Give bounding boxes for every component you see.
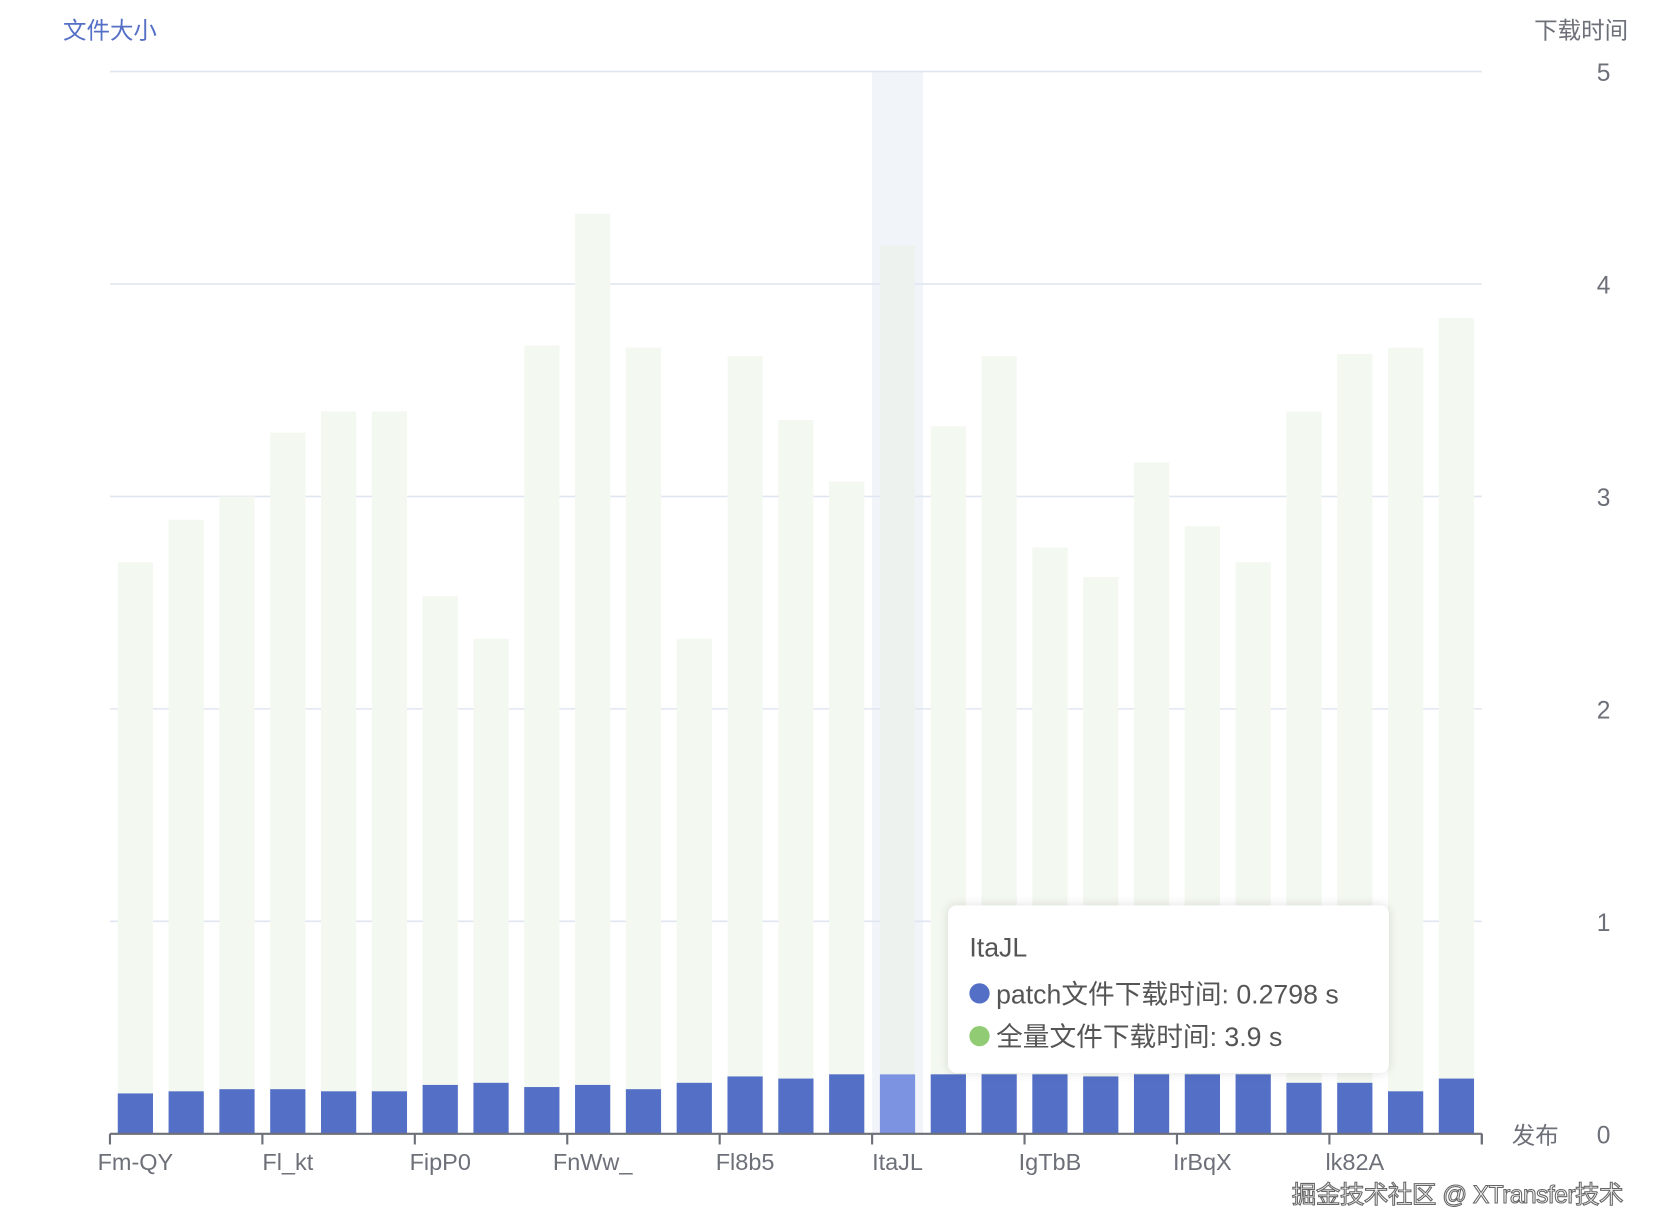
bar-full-download (1387, 347, 1424, 1092)
y-tick-label: 5 (1597, 60, 1611, 87)
bar-patch-download (727, 1076, 763, 1134)
bar-full-download (168, 519, 204, 1092)
x-tick-label: FipP0 (410, 1149, 471, 1175)
bar-patch-download (1337, 1082, 1373, 1134)
bar-patch-download (320, 1091, 357, 1134)
x-tick-label: Fm-QY (98, 1149, 174, 1175)
x-tick-label: Fl_kt (262, 1149, 313, 1175)
tooltip-row-patch: patch文件下载时间: 0.2798 s (969, 974, 1339, 1012)
x-tick-label: IgTbB (1019, 1149, 1082, 1175)
bar-patch-download (1387, 1091, 1424, 1134)
bar-patch-download (981, 1074, 1017, 1134)
bar-patch-download (778, 1078, 814, 1134)
bar-patch-download (473, 1082, 509, 1134)
bar-patch-download (676, 1082, 712, 1134)
y-right-axis-name: 下载时间 (1534, 17, 1628, 43)
bar-full-download (219, 496, 255, 1090)
bar-patch-download (1286, 1082, 1322, 1134)
bar-patch-download (879, 1074, 916, 1134)
bar-patch-download (1032, 1074, 1068, 1134)
tooltip: ItaJL patch文件下载时间: 0.2798 s 全量文件下载时间: 3.… (948, 905, 1389, 1073)
bar-patch-download (371, 1091, 408, 1134)
bar-full-download (524, 345, 560, 1088)
bar-full-download (473, 638, 509, 1083)
bar-patch-download (575, 1084, 611, 1134)
bar-patch-download (1438, 1078, 1475, 1134)
x-tick-label: FnWw_ (553, 1149, 633, 1175)
legend-dot-icon (969, 1025, 990, 1046)
bar-patch-download (270, 1089, 306, 1134)
bar-patch-download (1133, 1074, 1170, 1134)
bar-patch-download (117, 1093, 153, 1134)
legend-dot-icon (969, 982, 990, 1004)
tooltip-row-label: 全量文件下载时间: 3.9 s (996, 1022, 1283, 1053)
bar-patch-download (219, 1089, 255, 1134)
bar-patch-download (524, 1087, 560, 1134)
bar-patch-download (1235, 1074, 1271, 1134)
bar-patch-download (1184, 1074, 1220, 1134)
bar-full-download (879, 245, 916, 1075)
y-tick-label: 1 (1597, 910, 1611, 937)
watermark: 掘金技术社区 @ XTransfer技术 (1291, 1180, 1624, 1209)
y-tick-label: 2 (1597, 697, 1611, 724)
x-tick-label: ItaJL (872, 1149, 923, 1175)
bar-full-download (778, 419, 814, 1079)
bar-full-download (422, 596, 458, 1085)
tooltip-row-label: patch文件下载时间: 0.2798 s (996, 980, 1339, 1010)
bar-full-download (270, 432, 306, 1090)
bar-full-download (676, 638, 712, 1083)
bar-full-download (625, 347, 662, 1090)
bar-full-download (575, 213, 611, 1085)
bar-patch-download (168, 1091, 204, 1134)
y-tick-label: 0 (1597, 1122, 1611, 1149)
bar-full-download (727, 356, 763, 1077)
bar-patch-download (1083, 1076, 1119, 1134)
bar-patch-download (422, 1084, 458, 1134)
x-tick-label: Fl8b5 (716, 1149, 775, 1175)
bar-full-download (117, 562, 153, 1094)
bar-patch-download (625, 1089, 662, 1134)
x-tick-label: lk82A (1325, 1149, 1384, 1175)
bar-full-download (829, 481, 865, 1075)
bar-full-download (320, 411, 357, 1092)
bar-full-download (1438, 317, 1475, 1079)
tooltip-row-full: 全量文件下载时间: 3.9 s (969, 1016, 1282, 1054)
x-tick-label: IrBqX (1173, 1149, 1232, 1175)
bar-patch-download (829, 1074, 865, 1134)
bar-patch-download (930, 1074, 966, 1134)
bar-full-download (371, 411, 408, 1092)
x-axis-name: 发布 (1512, 1122, 1559, 1148)
y-tick-label: 3 (1597, 485, 1611, 512)
tooltip-title: ItaJL (969, 933, 1028, 963)
y-tick-label: 4 (1597, 273, 1611, 300)
y-left-axis-name: 文件大小 (63, 17, 157, 43)
